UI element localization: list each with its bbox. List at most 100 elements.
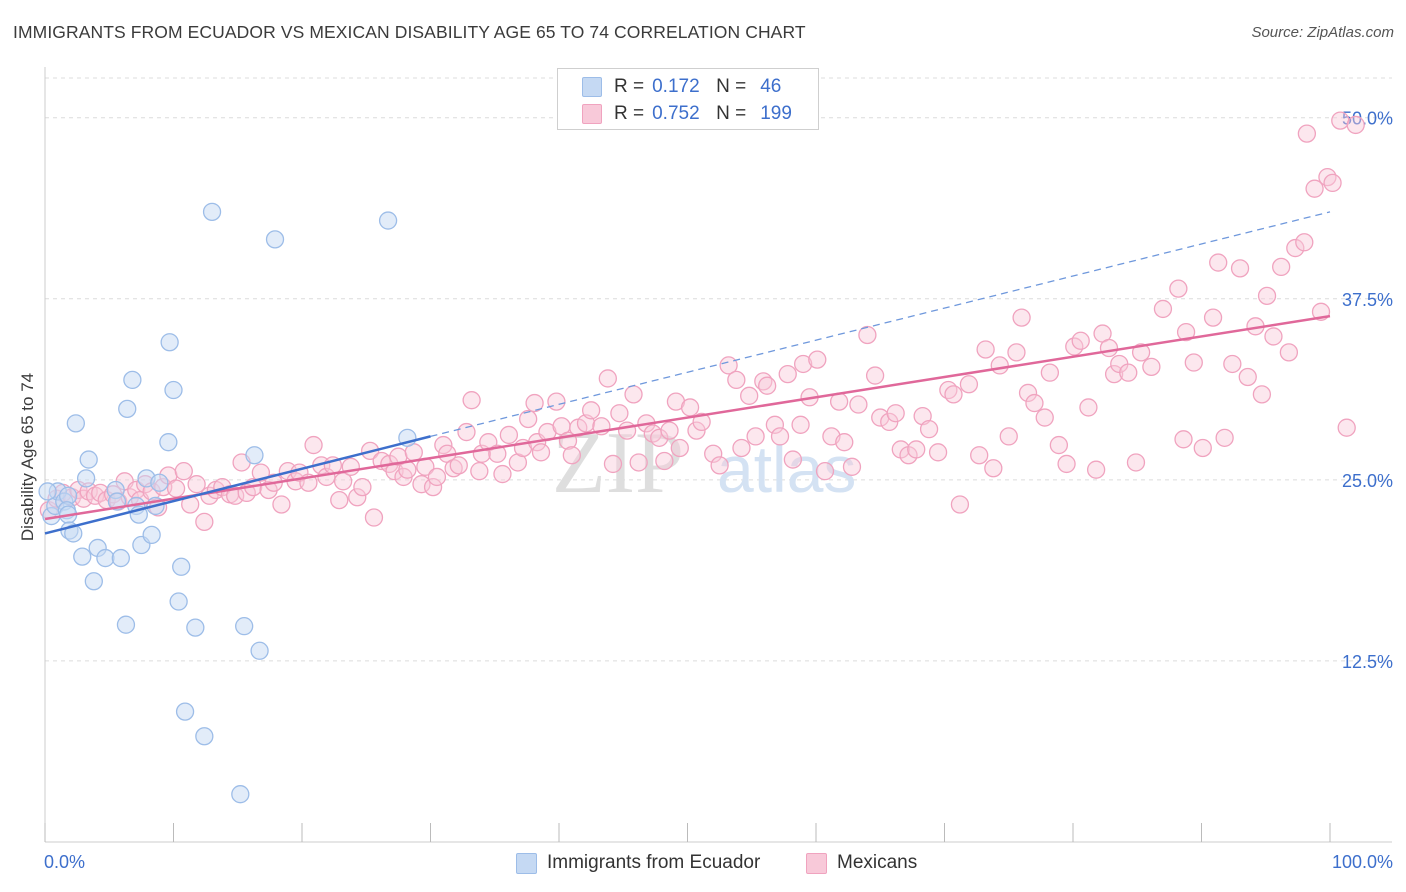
mexicans-point [791, 415, 810, 434]
mexicans-point [970, 446, 989, 465]
mexicans-point [950, 495, 970, 514]
n-value: 46 [760, 76, 782, 97]
mexicans-point [195, 512, 214, 532]
mexicans-point [364, 508, 384, 527]
y-tick-label: 12.5% [1342, 652, 1393, 672]
mexicans-point [1331, 111, 1350, 130]
ecuador-point [118, 399, 137, 419]
ecuador-point [245, 446, 264, 465]
r-value: 0.752 [652, 103, 700, 124]
legend-item-ecuador[interactable]: Immigrants from Ecuador [516, 852, 760, 874]
mexicans-point [1279, 343, 1299, 362]
mexicans-point [1057, 454, 1076, 474]
legend-label-mexicans: Mexicans [837, 852, 918, 873]
mexicans-point [1169, 279, 1188, 298]
ecuador-point [378, 211, 398, 230]
mexicans-point [1007, 343, 1026, 362]
x-tick-max: 100.0% [1331, 852, 1393, 872]
mexicans-point [990, 356, 1009, 375]
ecuador-point [175, 702, 195, 721]
mexicans-point [999, 427, 1018, 446]
mexicans-swatch [582, 104, 602, 124]
mexicans-point [1193, 438, 1212, 458]
ecuador-point [96, 548, 115, 568]
ecuador-point [116, 615, 136, 634]
mexicans-point [835, 433, 854, 452]
mexicans-point [727, 370, 746, 390]
r-value: 0.172 [652, 76, 700, 97]
mexicans-point [1142, 357, 1161, 377]
mexicans-points [39, 111, 1365, 532]
mexicans-point [1318, 167, 1337, 187]
mexicans-point [1305, 179, 1324, 198]
mexicans-point [692, 412, 711, 432]
ecuador-point [164, 380, 183, 400]
ecuador-point [76, 469, 96, 488]
mexicans-point [655, 451, 674, 471]
mexicans-point [680, 398, 700, 417]
mexicans-legend-swatch [806, 852, 827, 874]
mexicans-point [1215, 428, 1234, 447]
mexicans-point [603, 454, 623, 474]
mexicans-point [174, 462, 193, 481]
ecuador-point [150, 473, 169, 492]
mexicans-point [1104, 364, 1124, 384]
mexicans-point [187, 475, 206, 494]
x-tick-min: 0.0% [44, 852, 86, 872]
mexicans-point [919, 419, 939, 439]
ecuador-point [186, 618, 205, 637]
mexicans-point [1209, 253, 1228, 272]
n-label: N = [716, 103, 747, 124]
ecuador-point [265, 230, 285, 249]
mexicans-point [457, 422, 476, 442]
mexicans-point [1049, 435, 1069, 455]
mexicans-trend-line [44, 314, 1331, 521]
mexicans-point [272, 495, 291, 514]
mexicans-point [842, 457, 862, 476]
mexicans-point [794, 354, 813, 374]
mexicans-point [1079, 398, 1098, 417]
mexicans-point [547, 392, 566, 411]
mexicans-point [984, 459, 1003, 478]
mexicans-point [531, 443, 551, 462]
mexicans-point [1184, 353, 1203, 372]
mexicans-point [581, 401, 601, 420]
mexicans-point [1323, 173, 1342, 193]
mexicans-point [650, 428, 669, 447]
mexicans-point [470, 462, 489, 481]
mexicans-point [562, 446, 581, 465]
mexicans-point [330, 490, 349, 510]
ecuador-point [160, 333, 179, 352]
mexicans-point [1230, 259, 1250, 278]
mexicans-point [226, 486, 245, 505]
ecuador-point [73, 547, 92, 566]
mexicans-point [1071, 331, 1090, 350]
mexicans-point [1337, 418, 1356, 437]
ecuador-points [38, 202, 417, 804]
ecuador-point [38, 482, 57, 501]
mexicans-point [1238, 367, 1257, 387]
n-value: 199 [760, 103, 792, 124]
mexicans-point [765, 415, 785, 434]
mexicans-point [858, 325, 877, 345]
mexicans-point [976, 340, 995, 359]
ecuador-point [64, 524, 83, 543]
mexicans-point [719, 356, 738, 375]
mexicans-point [907, 440, 926, 459]
mexicans-point [1174, 430, 1193, 449]
ecuador-trend-line [44, 435, 431, 535]
mexicans-point [629, 453, 648, 472]
mexicans-point [704, 444, 723, 463]
mexicans-point [928, 443, 948, 462]
mexicans-point [166, 479, 186, 498]
mexicans-point [598, 369, 617, 388]
mexicans-point [304, 435, 323, 455]
mexicans-point [1297, 124, 1317, 143]
stats-row-ecuador: R = 0.172 N = 46 [582, 75, 782, 99]
axes [44, 67, 1392, 843]
mexicans-point [732, 438, 751, 458]
mexicans-point [444, 459, 463, 478]
legend-item-mexicans[interactable]: Mexicans [806, 852, 917, 874]
mexicans-point [1203, 308, 1223, 327]
